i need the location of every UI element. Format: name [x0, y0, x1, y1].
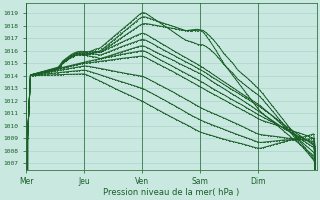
X-axis label: Pression niveau de la mer( hPa ): Pression niveau de la mer( hPa ) [103, 188, 239, 197]
